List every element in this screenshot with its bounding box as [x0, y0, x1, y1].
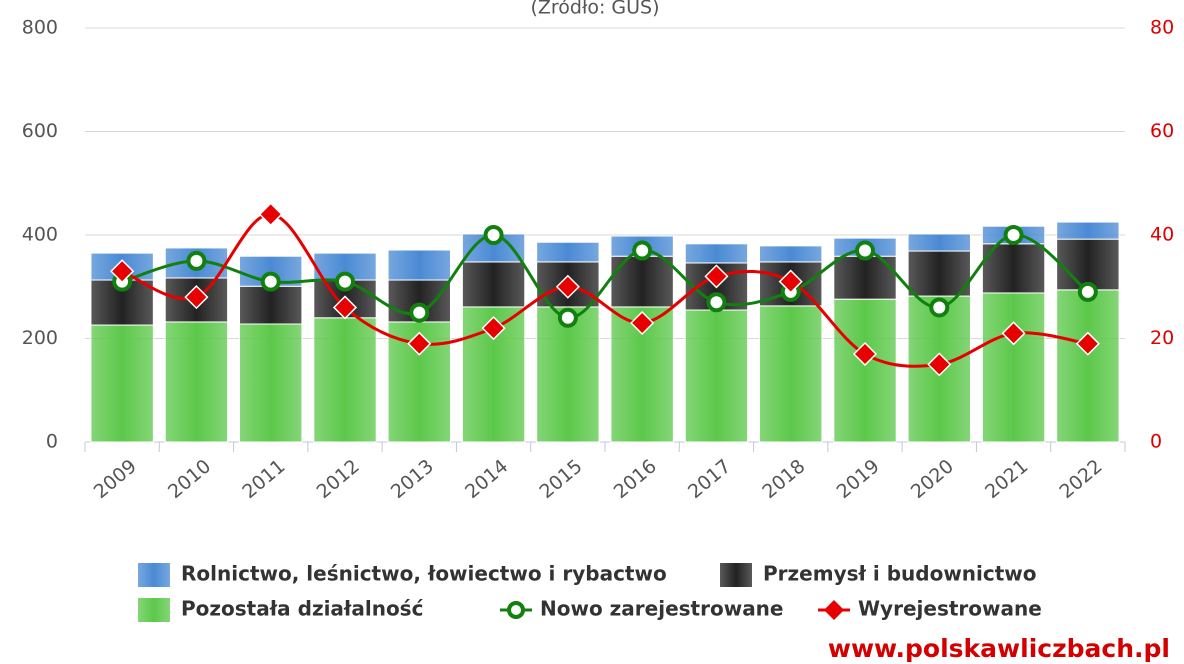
line-marker	[258, 202, 283, 227]
bar	[164, 321, 229, 443]
y2-tick-label: 80	[1150, 17, 1174, 39]
x-tick-label: 2012	[313, 455, 364, 503]
chart-subtitle: (Źródło: GUS)	[530, 0, 659, 19]
line-marker	[778, 269, 803, 294]
line-marker	[1077, 281, 1098, 302]
y-tick-label: 0	[46, 431, 58, 453]
x-tick-label: 2019	[833, 455, 884, 503]
x-tick-label: 2017	[684, 455, 735, 503]
bar	[387, 249, 451, 281]
legend-swatch	[138, 563, 170, 587]
bar	[981, 243, 1046, 294]
bar	[981, 292, 1046, 443]
x-tick-label: 2011	[238, 455, 289, 503]
line-marker	[1001, 321, 1026, 346]
line-marker	[332, 295, 358, 320]
line-marker	[929, 297, 950, 318]
footer: www.polskawliczbach.pl	[828, 634, 1170, 663]
legend-marker	[824, 600, 844, 620]
line-marker	[186, 250, 207, 271]
x-tick-label: 2018	[758, 455, 809, 503]
x-tick-label: 2020	[907, 455, 958, 503]
y-tick-label: 200	[22, 327, 58, 349]
x-tick-label: 2016	[610, 455, 661, 503]
x-tick-label: 2014	[461, 455, 512, 503]
x-tick-label: 2015	[535, 455, 586, 503]
legend-label: Pozostała działalność	[181, 597, 424, 621]
line-marker	[409, 302, 430, 323]
y-tick-label: 800	[22, 17, 58, 39]
line-marker	[483, 225, 504, 245]
line-marker	[481, 316, 506, 341]
line-marker	[630, 310, 655, 336]
bar	[239, 285, 303, 325]
bar	[833, 298, 897, 443]
y-tick-label: 400	[22, 224, 58, 246]
legend-marker	[507, 601, 525, 619]
y2-tick-label: 20	[1150, 327, 1174, 349]
line-marker	[184, 285, 209, 310]
bar	[1056, 221, 1120, 240]
x-tick-label: 2021	[981, 455, 1032, 503]
line-marker	[555, 274, 580, 299]
x-tick-label: 2009	[90, 455, 141, 503]
line-marker	[632, 240, 653, 261]
legend-label: Wyrejestrowane	[858, 597, 1042, 621]
bar	[461, 261, 526, 308]
legend-label: Przemysł i budownictwo	[763, 562, 1037, 586]
line-marker	[110, 259, 135, 284]
bar	[536, 306, 600, 443]
bar	[313, 317, 377, 443]
line-marker	[927, 352, 952, 377]
line-marker	[1003, 225, 1024, 245]
x-tick-label: 2022	[1055, 455, 1106, 503]
line-marker	[855, 240, 875, 261]
x-tick-label: 2010	[164, 455, 215, 503]
x-tick-label: 2013	[387, 455, 438, 503]
legend-label: Rolnictwo, leśnictwo, łowiectwo i rybact…	[181, 562, 667, 586]
y2-tick-label: 0	[1150, 431, 1162, 453]
line-marker	[557, 307, 578, 328]
line-marker	[260, 271, 281, 292]
y2-tick-label: 60	[1150, 120, 1174, 142]
bar	[907, 233, 971, 252]
bar	[684, 309, 749, 443]
bar	[610, 255, 674, 308]
line-marker	[852, 341, 878, 367]
line-marker	[706, 292, 727, 313]
legend-swatch	[720, 563, 752, 587]
legend-swatch	[138, 598, 170, 622]
bar	[907, 250, 971, 297]
line-marker	[704, 264, 729, 289]
bar	[90, 324, 154, 443]
bar	[759, 305, 823, 443]
bar	[239, 323, 303, 443]
y2-tick-label: 40	[1150, 224, 1174, 246]
bar	[536, 241, 600, 263]
line-marker	[407, 331, 432, 356]
bar	[759, 245, 823, 263]
line-marker	[335, 271, 355, 292]
legend-label: Nowo zarejestrowane	[540, 597, 784, 621]
line-marker	[1075, 331, 1100, 356]
bar	[1056, 289, 1120, 443]
bar	[684, 243, 749, 264]
y-tick-label: 600	[22, 120, 58, 142]
